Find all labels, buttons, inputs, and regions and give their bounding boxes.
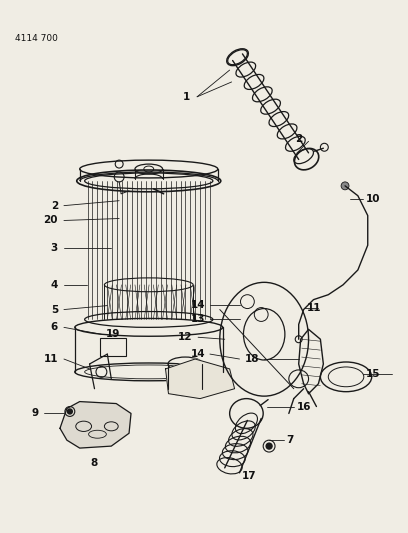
Text: 7: 7: [286, 435, 293, 445]
Text: 8: 8: [90, 458, 97, 468]
Text: 6: 6: [51, 322, 58, 333]
Text: 20: 20: [44, 215, 58, 225]
Text: 14: 14: [191, 349, 205, 359]
Text: 3: 3: [51, 243, 58, 253]
Text: 13: 13: [191, 314, 205, 325]
Text: 4114 700: 4114 700: [15, 35, 58, 44]
Text: 1: 1: [183, 92, 190, 102]
Circle shape: [266, 443, 272, 449]
Circle shape: [341, 182, 349, 190]
Text: 18: 18: [245, 354, 259, 364]
Text: 11: 11: [306, 303, 321, 312]
Text: 5: 5: [51, 304, 58, 314]
Text: 2: 2: [51, 200, 58, 211]
Text: 2: 2: [295, 134, 302, 144]
Text: 4: 4: [51, 280, 58, 290]
Circle shape: [67, 409, 72, 414]
Text: 16: 16: [297, 401, 311, 411]
Text: 11: 11: [44, 354, 58, 364]
Text: 15: 15: [366, 369, 380, 379]
Text: 19: 19: [105, 329, 120, 340]
Text: 14: 14: [191, 300, 205, 310]
Text: 17: 17: [242, 471, 257, 481]
Text: 12: 12: [177, 332, 192, 342]
Text: 10: 10: [366, 193, 380, 204]
Text: 9: 9: [31, 408, 38, 418]
Polygon shape: [60, 401, 131, 448]
Polygon shape: [166, 359, 235, 399]
